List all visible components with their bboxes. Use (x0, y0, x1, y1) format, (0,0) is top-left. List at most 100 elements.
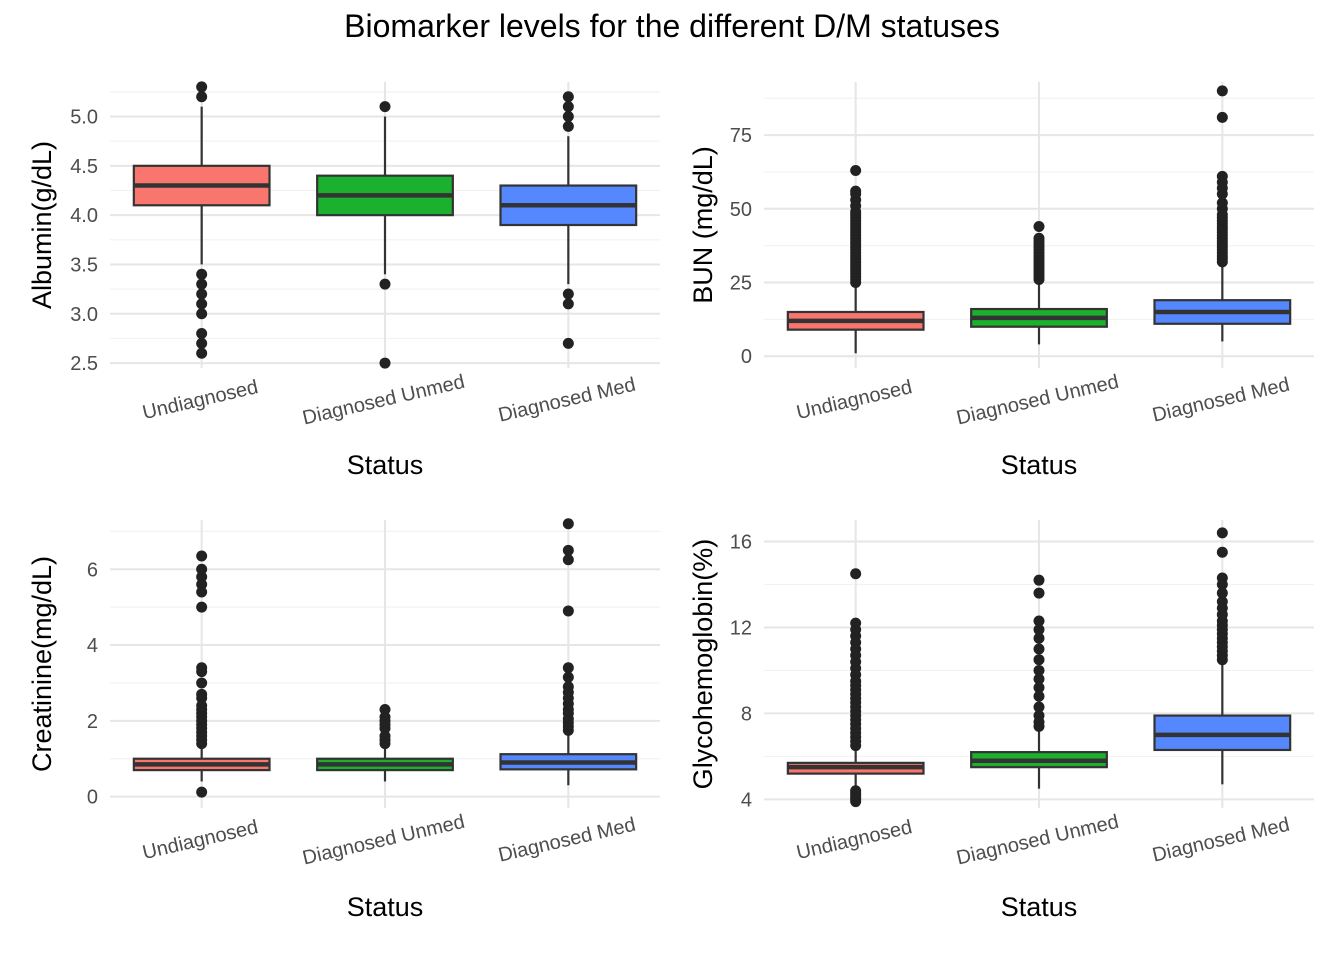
outlier-point (562, 681, 574, 693)
outlier-point (196, 571, 208, 583)
y-tick-label: 4 (87, 635, 98, 657)
outlier-point (196, 786, 208, 798)
outlier-point (1033, 673, 1045, 685)
x-tick-label: Diagnosed Unmed (300, 811, 466, 870)
outlier-point (562, 101, 574, 113)
y-tick-label: 3.0 (70, 304, 98, 326)
outlier-point (562, 111, 574, 123)
outlier-point (196, 278, 208, 290)
outlier-point (562, 337, 574, 349)
outlier-point (1033, 710, 1045, 722)
outlier-point (196, 268, 208, 280)
outlier-point (1033, 643, 1045, 655)
outlier-point (1033, 632, 1045, 644)
figure-title: Biomarker levels for the different D/M s… (344, 8, 1000, 44)
outlier-point (379, 278, 391, 290)
box-undiagnosed (132, 81, 271, 359)
outlier-point (196, 586, 208, 598)
outlier-point (1033, 624, 1045, 636)
outlier-point (1216, 111, 1228, 123)
x-tick-label: Diagnosed Med (1150, 814, 1291, 867)
y-tick-label: 4 (741, 789, 752, 811)
y-tick-label: 4.0 (70, 205, 98, 227)
x-tick-label: Diagnosed Med (1150, 374, 1291, 427)
outlier-point (379, 730, 391, 742)
outlier-point (196, 688, 208, 700)
outlier-point (1033, 682, 1045, 694)
outlier-point (850, 785, 862, 797)
outlier-point (1033, 574, 1045, 586)
outlier-point (562, 605, 574, 617)
y-tick-label: 25 (730, 272, 752, 294)
outlier-point (562, 662, 574, 674)
outlier-point (1216, 527, 1228, 539)
outlier-point (196, 327, 208, 339)
outlier-point (196, 601, 208, 613)
box-undiagnosed (786, 568, 925, 808)
panel-4: 4 8 12 16 Undiagnosed Diagnosed Unmed Diagnose… (688, 520, 1314, 922)
box-diagnosed-unmed (970, 220, 1108, 345)
x-tick-label: Undiagnosed (794, 816, 914, 864)
y-axis-title: Albumin(g/dL) (27, 141, 57, 309)
outlier-point (562, 288, 574, 300)
outlier-point (562, 671, 574, 683)
outlier-point (1033, 690, 1045, 702)
box-diagnosed-unmed (970, 574, 1108, 789)
x-tick-label: Diagnosed Unmed (954, 371, 1120, 430)
outlier-point (196, 81, 208, 93)
box-undiagnosed (786, 164, 925, 354)
box-undiagnosed (132, 550, 271, 798)
y-tick-label: 0 (741, 346, 752, 368)
outlier-point (1033, 220, 1045, 232)
outlier-point (196, 550, 208, 562)
y-tick-label: 4.5 (70, 156, 98, 178)
outlier-point (196, 298, 208, 310)
x-axis-title: Status (347, 892, 424, 922)
box-diagnosed-med (1153, 85, 1292, 342)
x-tick-label: Diagnosed Unmed (954, 811, 1120, 870)
outlier-point (196, 563, 208, 575)
x-axis-title: Status (1001, 892, 1078, 922)
x-tick-label: Diagnosed Med (496, 374, 637, 427)
box-diagnosed-med (499, 91, 638, 349)
outlier-point (379, 101, 391, 113)
outlier-point (1216, 197, 1228, 209)
y-tick-label: 50 (730, 199, 752, 221)
outlier-point (1033, 701, 1045, 713)
box-diagnosed-unmed (316, 101, 454, 369)
y-axis-title: Glycohemoglobin(%) (688, 539, 718, 790)
box-diagnosed-med (499, 518, 638, 786)
x-tick-label: Undiagnosed (794, 376, 914, 424)
x-tick-label: Diagnosed Med (496, 814, 637, 867)
outlier-point (1033, 587, 1045, 599)
outlier-point (196, 337, 208, 349)
outlier-point (562, 91, 574, 103)
outlier-point (196, 662, 208, 674)
y-tick-label: 75 (730, 125, 752, 147)
outlier-point (1033, 232, 1045, 244)
outlier-point (1216, 546, 1228, 558)
outlier-point (196, 347, 208, 359)
y-axis-title: Creatinine(mg/dL) (27, 556, 57, 772)
outlier-point (562, 120, 574, 132)
outlier-point (1033, 664, 1045, 676)
outlier-point (196, 288, 208, 300)
outlier-point (196, 91, 208, 103)
outlier-point (850, 568, 862, 580)
y-tick-label: 0 (87, 787, 98, 809)
outlier-point (850, 185, 862, 197)
outlier-point (196, 700, 208, 712)
panel-2: 0 25 50 75 Undiagnosed Diagnosed Unmed Diagnos… (688, 82, 1314, 480)
outlier-point (562, 544, 574, 556)
outlier-point (1033, 615, 1045, 627)
y-tick-label: 6 (87, 559, 98, 581)
outlier-point (1033, 654, 1045, 666)
x-tick-label: Diagnosed Unmed (300, 371, 466, 430)
box-diagnosed-unmed (316, 703, 454, 782)
outlier-point (379, 703, 391, 715)
y-tick-label: 12 (730, 617, 752, 639)
y-tick-label: 2.5 (70, 353, 98, 375)
outlier-point (850, 617, 862, 629)
outlier-point (562, 518, 574, 530)
